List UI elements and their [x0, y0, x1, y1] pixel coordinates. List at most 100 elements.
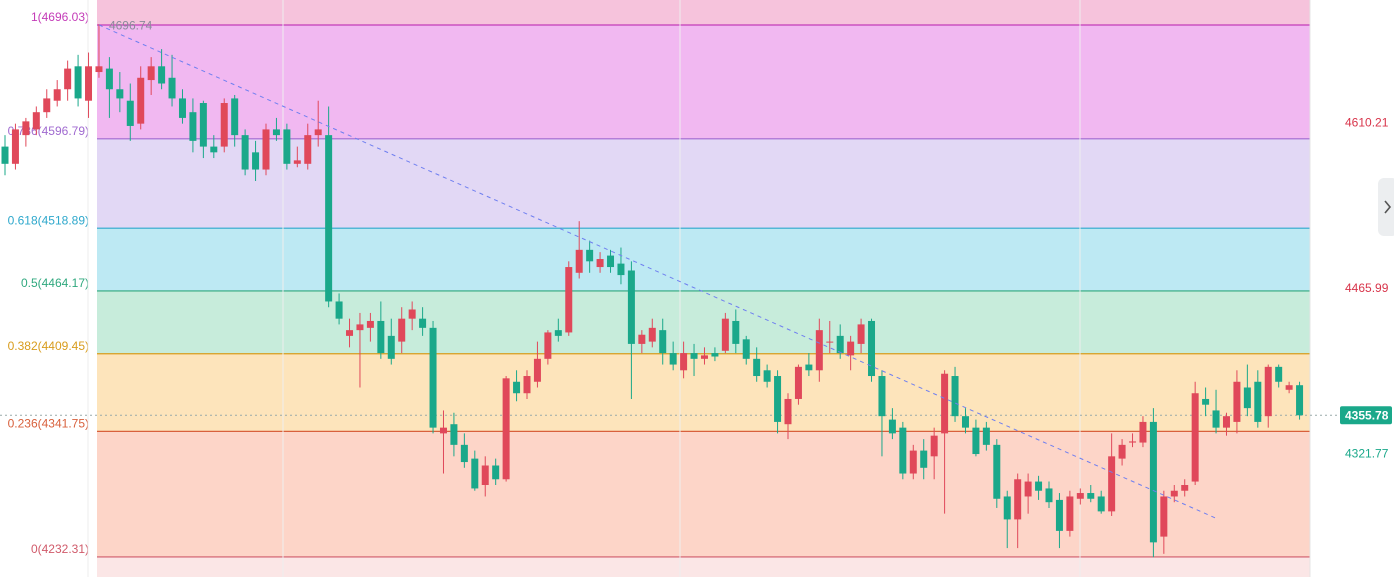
candle-body — [669, 353, 677, 365]
candle-body — [554, 330, 562, 336]
candle-body — [53, 89, 61, 101]
candle-body — [1129, 441, 1137, 443]
candle-body — [784, 398, 792, 425]
candle-body — [982, 427, 990, 445]
candle-body — [1160, 496, 1168, 537]
candle-body — [429, 327, 437, 428]
fib-band — [97, 228, 1310, 291]
candle-body — [826, 341, 834, 343]
candle-body — [1149, 421, 1157, 543]
candle-body — [168, 77, 176, 99]
toggle-button[interactable] — [1378, 178, 1394, 236]
candle-body — [617, 263, 625, 276]
fib-band — [97, 0, 1310, 25]
candle-body — [972, 427, 980, 455]
candle-body — [878, 376, 886, 417]
candle-body — [220, 103, 228, 147]
chevron-icon — [1384, 200, 1392, 214]
candle-body — [502, 378, 510, 480]
candle-body — [408, 309, 416, 319]
candle-body — [1055, 499, 1063, 531]
candle-body — [899, 427, 907, 474]
candle-body — [1, 146, 9, 164]
candle-body — [805, 364, 813, 371]
fib-label: 0.5(4464.17) — [21, 276, 89, 290]
candle-body — [1170, 490, 1178, 497]
candle-body — [231, 98, 239, 136]
candle-body — [638, 334, 646, 344]
candle-body — [1024, 481, 1032, 497]
candle-body — [377, 320, 385, 354]
candle-body — [1139, 421, 1147, 443]
last-price-label: 4355.78 — [1345, 408, 1389, 422]
candle-body — [711, 353, 719, 357]
candle-body — [607, 255, 615, 268]
candle-body — [742, 339, 750, 359]
candle-body — [513, 381, 521, 394]
candle-body — [1212, 410, 1220, 428]
fib-label: 0.236(4341.75) — [8, 417, 89, 431]
candle-body — [1087, 493, 1095, 499]
background: 1(4696.03) 0.786(4596.79) 0.618(4518.89) 0.… — [8, 0, 1310, 577]
candle-body — [836, 335, 844, 354]
candle-body — [941, 373, 949, 434]
candle-body — [575, 249, 583, 273]
candle-body — [1222, 416, 1230, 428]
fib-band — [97, 431, 1310, 557]
candle-body — [993, 444, 1001, 499]
candle-body — [64, 68, 72, 90]
fib-band — [97, 556, 1310, 577]
candle-body — [1003, 496, 1011, 520]
candle-body — [1233, 381, 1241, 422]
grid — [87, 0, 1311, 577]
candle-body — [74, 66, 82, 99]
plot: 4696.74 4610.21 4465.99 4321.77 4355.78 — [0, 18, 1392, 558]
candle-body — [283, 129, 291, 164]
candle-body — [1014, 479, 1022, 520]
candle-body — [721, 318, 729, 351]
candle-body — [920, 450, 928, 468]
candle-body — [199, 103, 207, 147]
candle-body — [774, 376, 782, 422]
candle-body — [648, 327, 656, 342]
candle-body — [450, 424, 458, 445]
candle-body — [43, 98, 51, 113]
candle-body — [11, 129, 19, 164]
candle-body — [1296, 385, 1304, 416]
candle-body — [909, 450, 917, 474]
candle-body — [1045, 488, 1053, 503]
candle-body — [471, 458, 479, 489]
candle-body — [85, 66, 93, 101]
candle-body — [189, 112, 197, 141]
candle-body — [137, 77, 145, 124]
candle-body — [325, 135, 333, 302]
candle-body — [1285, 385, 1293, 390]
candle-body — [1181, 485, 1189, 491]
candle-body — [346, 330, 354, 336]
candle-body — [460, 444, 468, 463]
candle-body — [492, 465, 500, 480]
fib-band — [97, 138, 1310, 229]
fib-label: 1(4696.03) — [31, 10, 89, 24]
fib-label: 0.382(4409.45) — [8, 339, 89, 353]
candle-body — [126, 100, 134, 126]
candle-body — [857, 324, 865, 344]
candle-body — [481, 465, 489, 486]
candle-body — [868, 320, 876, 377]
candle-body — [210, 146, 218, 153]
candle-body — [523, 376, 531, 394]
candle-body — [241, 135, 249, 170]
candle-body — [1243, 387, 1251, 409]
candle-body — [732, 320, 740, 344]
candle-body — [419, 318, 427, 328]
candle-body — [533, 358, 541, 382]
candle-body — [147, 66, 155, 81]
candle-body — [1264, 366, 1272, 417]
candle-body — [794, 366, 802, 399]
side-toggle[interactable] — [1378, 178, 1394, 236]
candle-body — [398, 318, 406, 342]
candle-body — [659, 330, 667, 354]
candle-body — [700, 355, 708, 359]
